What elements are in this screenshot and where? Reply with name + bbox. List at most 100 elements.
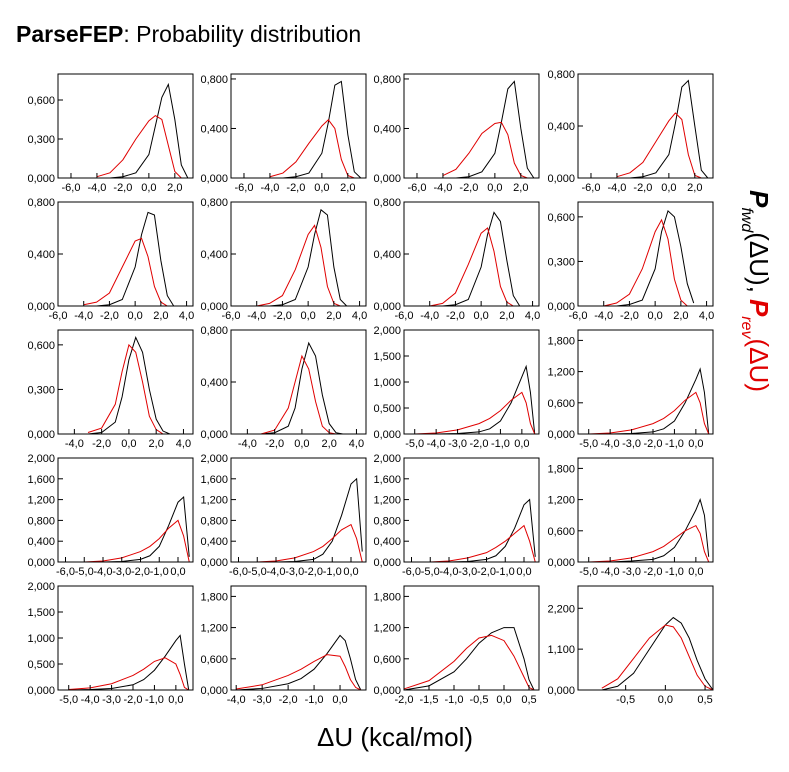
y-tick-label: 0,400: [373, 249, 401, 261]
x-tick-label: -4,0: [81, 694, 100, 706]
y-tick-label: 2,000: [200, 453, 228, 465]
title-rest: : Probability distribution: [123, 21, 361, 47]
plot-frame: [230, 201, 367, 307]
plot-frame: [577, 73, 714, 179]
curve: [68, 634, 190, 691]
y-tick-label: 0,400: [373, 123, 401, 135]
x-tick-label: -5,0: [405, 438, 424, 450]
x-tick-label: -4,0: [267, 566, 286, 578]
curve: [87, 343, 170, 435]
y-tick-label: 0,800: [200, 197, 228, 209]
curve: [236, 654, 362, 691]
x-tick-label: -1,0: [496, 566, 515, 578]
y-tick-label: 0,000: [373, 301, 401, 313]
y-tick-label: 0,000: [27, 557, 55, 569]
y-tick-label: 2,000: [27, 581, 55, 593]
y-tick-label: 0,600: [547, 526, 575, 538]
x-tick-label: -4,0: [601, 566, 620, 578]
x-tick-label: -4,0: [74, 310, 93, 322]
x-tick-label: 0,5: [697, 694, 712, 706]
y-tick-label: 0,000: [200, 173, 228, 185]
y-tick-label: 0,000: [200, 685, 228, 697]
y-tick-label: 0,000: [373, 685, 401, 697]
x-tick-label: -0,5: [616, 694, 635, 706]
y-tick-label: 0,800: [200, 515, 228, 527]
curve: [442, 121, 534, 179]
y-tick-label: 0,000: [27, 173, 55, 185]
x-tick-label: 0,0: [170, 566, 185, 578]
y-tick-label: 0,800: [27, 197, 55, 209]
y-tick-label: 0,000: [373, 557, 401, 569]
x-tick-label: -4,0: [427, 438, 446, 450]
curve: [96, 114, 188, 179]
x-tick-label: 2,0: [513, 182, 528, 194]
x-tick-label: -1,0: [445, 694, 464, 706]
x-tick-label: 0,0: [647, 310, 662, 322]
x-tick-label: 0,0: [127, 310, 142, 322]
y-tick-label: 1,200: [200, 623, 228, 635]
title: ParseFEP: Probability distribution: [16, 21, 361, 47]
y-tick-label: 1,200: [27, 495, 55, 507]
y-tick-label: 0,400: [200, 536, 228, 548]
plot-frame: [57, 329, 194, 435]
y-tick-label: 2,000: [373, 453, 401, 465]
plot-frame: [230, 329, 367, 435]
x-tick-label: 0,0: [514, 438, 529, 450]
x-tick-label: 4,0: [349, 438, 364, 450]
x-tick-label: 4,0: [699, 310, 714, 322]
x-tick-label: 0,0: [168, 694, 183, 706]
x-tick-label: -2,0: [620, 310, 639, 322]
x-tick-label: -4,0: [227, 694, 246, 706]
y-tick-label: 0,000: [373, 429, 401, 441]
y-tick-label: 0,400: [373, 536, 401, 548]
plot-frame: [57, 201, 194, 307]
x-tick-label: -1,0: [150, 566, 169, 578]
plot-frame: [403, 457, 540, 563]
x-tick-label: 4,0: [179, 310, 194, 322]
y-tick-label: 0,600: [27, 340, 55, 352]
x-tick-label: -3,0: [622, 566, 641, 578]
curve: [403, 634, 535, 691]
x-tick-label: -6,0: [222, 310, 241, 322]
curve: [260, 341, 343, 435]
y-tick-label: 0,300: [547, 256, 575, 268]
x-tick-label: -2,0: [644, 566, 663, 578]
plot-frame: [577, 329, 714, 435]
x-tick-label: -1,0: [491, 438, 510, 450]
x-tick-label: -6,0: [234, 182, 253, 194]
y-tick-label: 0,000: [547, 173, 575, 185]
x-tick-label: -1,0: [665, 566, 684, 578]
y-tick-label: 0,800: [200, 325, 228, 337]
plot-frame: [230, 585, 367, 691]
y-tick-label: 0,400: [27, 249, 55, 261]
plot-frame: [403, 201, 540, 307]
y-tick-label: 0,000: [200, 301, 228, 313]
x-tick-label: -1,0: [145, 694, 164, 706]
curve: [403, 627, 535, 691]
curve: [616, 112, 708, 179]
x-tick-label: 2,0: [687, 182, 702, 194]
y-tick-label: 1,200: [200, 495, 228, 507]
x-tick-label: -2,0: [131, 566, 150, 578]
x-tick-label: -1,0: [305, 694, 324, 706]
x-tick-label: -0,5: [470, 694, 489, 706]
x-tick-label: 2,0: [326, 310, 341, 322]
curve: [601, 616, 714, 691]
y-tick-label: 0,600: [547, 212, 575, 224]
x-tick-label: -2,0: [113, 182, 132, 194]
x-tick-label: 0,0: [294, 438, 309, 450]
curve: [429, 211, 521, 307]
title-bold: ParseFEP: [16, 21, 123, 47]
y-tick-label: 0,000: [27, 301, 55, 313]
y-tick-label: 0,400: [200, 249, 228, 261]
x-tick-label: -5,0: [579, 566, 598, 578]
y-tick-label: 0,000: [27, 685, 55, 697]
y-label-fwd-sub: fwd: [738, 207, 755, 233]
y-tick-label: 0,800: [373, 515, 401, 527]
curve: [65, 519, 190, 563]
plot-frame: [403, 585, 540, 691]
y-tick-label: 1,800: [547, 335, 575, 347]
x-tick-label: -1,0: [323, 566, 342, 578]
x-tick-label: 4,0: [352, 310, 367, 322]
y-tick-label: 0,600: [27, 95, 55, 107]
